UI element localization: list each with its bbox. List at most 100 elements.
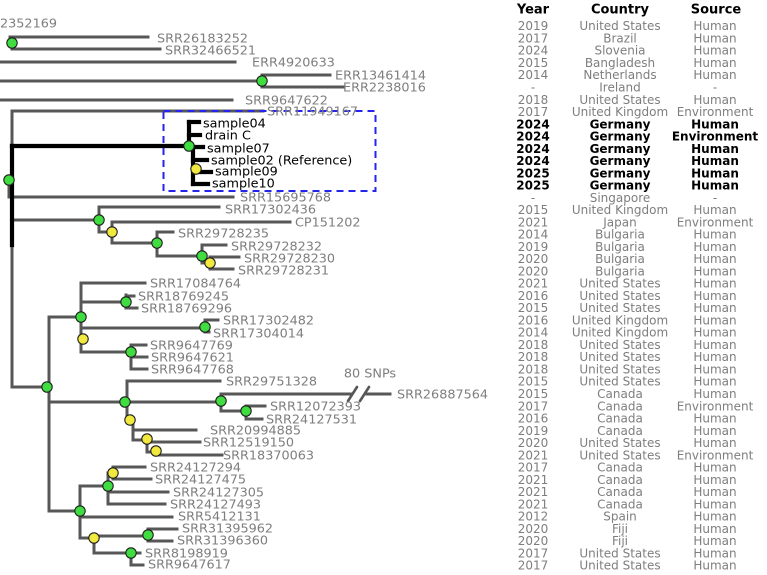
tip-label: SRR31396360: [177, 534, 268, 549]
table-cell: 2015: [518, 387, 549, 401]
table-cell-highlight: 2024: [516, 130, 549, 144]
table-cell: Human: [693, 240, 736, 254]
table-cell: Environment: [677, 215, 754, 229]
table-cell: Fiji: [612, 534, 628, 548]
table-cell: United States: [579, 289, 660, 303]
tip-label: SRR26887564: [397, 388, 488, 403]
table-cell: Human: [693, 375, 736, 389]
table-cell-highlight: Human: [691, 154, 739, 168]
node-dot-green: [196, 250, 208, 262]
table-cell-highlight: 2024: [516, 154, 549, 168]
node-dot-green: [125, 547, 137, 559]
node-dot-green: [6, 37, 18, 49]
tip-label: 2352169: [0, 17, 57, 32]
node-dot-yellow: [204, 257, 216, 269]
table-cell: Human: [693, 301, 736, 315]
tip-label: SRR29728232: [231, 240, 322, 255]
tip-label: SRR12072393: [270, 400, 361, 415]
table-cell: 2016: [518, 412, 549, 426]
table-cell: -: [531, 81, 535, 95]
table-cell: 2018: [518, 350, 549, 364]
table-header: Source: [691, 3, 742, 18]
node-dot-green: [3, 174, 15, 186]
node-dot-green: [119, 396, 131, 408]
table-cell-highlight: Germany: [590, 179, 651, 193]
node-dot-yellow: [107, 467, 119, 479]
table-cell: Human: [693, 497, 736, 511]
table-cell-highlight: Germany: [590, 166, 651, 180]
table-cell: Human: [693, 44, 736, 58]
table-cell: Human: [693, 93, 736, 107]
table-cell: Human: [693, 485, 736, 499]
tip-label: SRR32466521: [165, 44, 256, 59]
table-cell: Canada: [597, 461, 643, 475]
table-cell-highlight: 2025: [516, 166, 549, 180]
node-dot-green: [102, 480, 114, 492]
tip-label: SRR24127531: [266, 413, 357, 428]
node-dot-yellow: [124, 414, 136, 426]
branch-break-slash: [358, 385, 371, 403]
table-cell: 2017: [518, 31, 549, 45]
node-dot-yellow: [106, 226, 118, 238]
table-cell: Environment: [677, 448, 754, 462]
tip-label: SRR29751328: [226, 375, 317, 390]
table-cell: Human: [693, 203, 736, 217]
table-cell: 2021: [518, 497, 549, 511]
tip-label: SRR26183252: [157, 32, 248, 47]
tip-label: SRR18769245: [138, 290, 229, 305]
table-cell: United Kingdom: [572, 105, 668, 119]
snp-annotation-label: 80 SNPs: [344, 367, 397, 382]
table-cell: United States: [579, 350, 660, 364]
table-cell: Human: [693, 559, 736, 573]
table-cell: Canada: [597, 485, 643, 499]
table-cell: United States: [579, 546, 660, 560]
table-cell: 2021: [518, 448, 549, 462]
tip-label: SRR20994885: [210, 424, 301, 439]
table-cell: Human: [693, 313, 736, 327]
table-cell: Environment: [677, 399, 754, 413]
table-cell: Bulgaria: [595, 240, 645, 254]
table-cell: 2019: [518, 240, 549, 254]
node-dot-yellow: [88, 532, 100, 544]
table-cell: Human: [693, 264, 736, 278]
tip-label: SRR18769296: [141, 302, 232, 317]
sample-clade-highlight-box: [162, 110, 377, 192]
table-cell: 2017: [518, 105, 549, 119]
table-cell: United Kingdom: [572, 203, 668, 217]
table-cell: Japan: [602, 215, 636, 229]
table-cell: United States: [579, 19, 660, 33]
node-dot-green: [74, 505, 86, 517]
table-cell-highlight: Environment: [672, 130, 759, 144]
table-cell-highlight: Human: [691, 166, 739, 180]
tip-label: SRR24127294: [150, 461, 241, 476]
table-cell: Bulgaria: [595, 252, 645, 266]
table-cell: Singapore: [590, 191, 651, 205]
table-cell: Bulgaria: [595, 264, 645, 278]
table-cell: Canada: [597, 399, 643, 413]
node-dot-green: [240, 405, 252, 417]
node-dot-yellow: [77, 333, 89, 345]
table-cell: Human: [693, 461, 736, 475]
table-cell: 2015: [518, 203, 549, 217]
sample-tip-label: sample09: [215, 165, 278, 180]
node-dot-green: [142, 529, 154, 541]
table-cell-highlight: 2024: [516, 117, 549, 131]
node-dot-yellow: [150, 445, 162, 457]
sample-tip-label: sample07: [207, 142, 270, 157]
sample-tip-label: sample10: [212, 177, 275, 192]
tip-label: SRR9647769: [150, 339, 233, 354]
table-cell: United Kingdom: [572, 313, 668, 327]
table-cell: -: [531, 191, 535, 205]
table-cell: Canada: [597, 387, 643, 401]
table-cell: -: [713, 191, 717, 205]
table-cell: United States: [579, 375, 660, 389]
tip-label: SRR9647617: [148, 558, 231, 573]
table-cell: Bangladesh: [585, 56, 655, 70]
table-cell: Human: [693, 350, 736, 364]
table-cell: 2015: [518, 56, 549, 70]
table-cell: 2014: [518, 326, 549, 340]
table-cell: Human: [693, 68, 736, 82]
table-cell: Slovenia: [594, 44, 645, 58]
tip-label: SRR15695768: [240, 191, 331, 206]
